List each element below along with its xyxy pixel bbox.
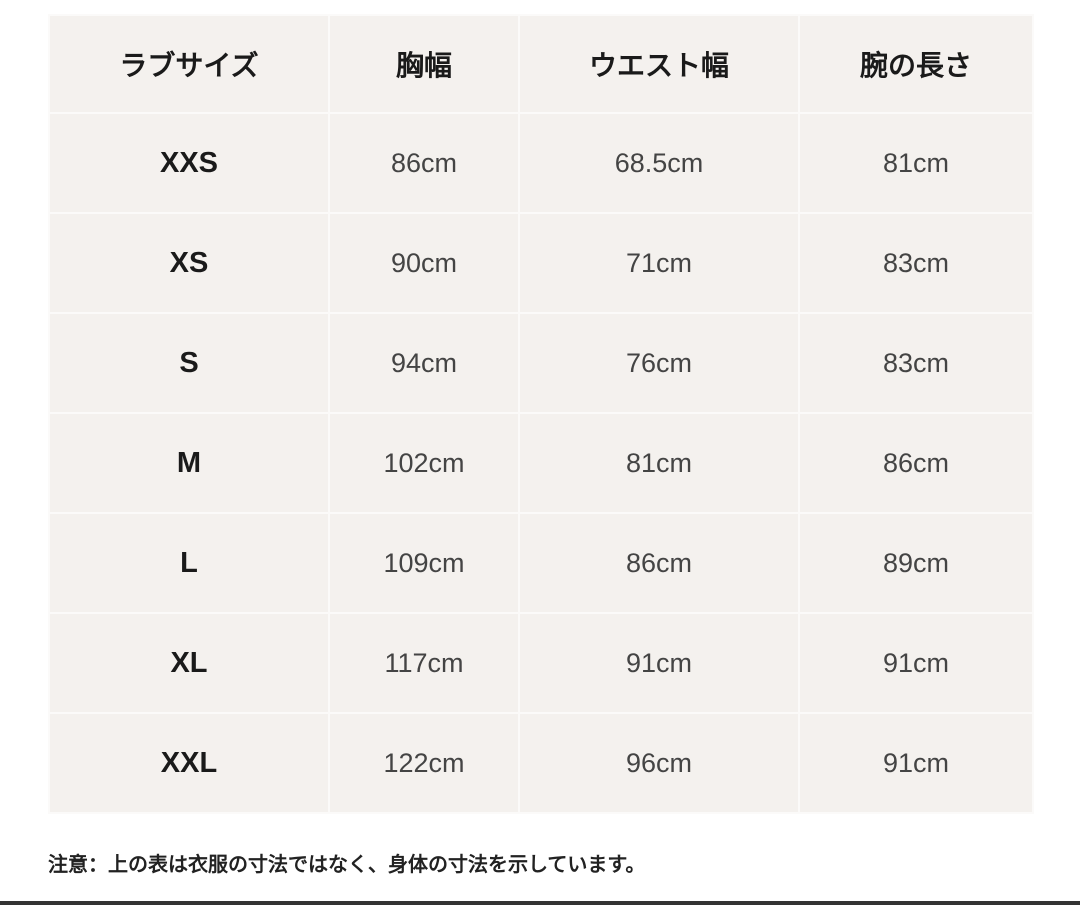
header-arm-length: 腕の長さ (798, 14, 1034, 114)
header-chest: 胸幅 (328, 14, 520, 114)
cell-arm-length: 89cm (798, 512, 1034, 614)
cell-arm-length: 91cm (798, 612, 1034, 714)
cell-size: S (48, 312, 330, 414)
cell-chest: 109cm (328, 512, 520, 614)
cell-waist: 86cm (518, 512, 800, 614)
cell-waist: 96cm (518, 712, 800, 814)
table-row: S 94cm 76cm 83cm (48, 312, 1034, 414)
cell-size: L (48, 512, 330, 614)
cell-waist: 91cm (518, 612, 800, 714)
cell-waist: 71cm (518, 212, 800, 314)
cell-chest: 122cm (328, 712, 520, 814)
note-text: 注意：上の表は衣服の寸法ではなく、身体の寸法を示しています。 (48, 852, 646, 876)
cell-arm-length: 83cm (798, 212, 1034, 314)
cell-arm-length: 81cm (798, 112, 1034, 214)
table-row: XXS 86cm 68.5cm 81cm (48, 112, 1034, 214)
cell-size: M (48, 412, 330, 514)
cell-arm-length: 83cm (798, 312, 1034, 414)
header-waist: ウエスト幅 (518, 14, 800, 114)
table-row: XS 90cm 71cm 83cm (48, 212, 1034, 314)
table-row: M 102cm 81cm 86cm (48, 412, 1034, 514)
size-chart-table: ラブサイズ 胸幅 ウエスト幅 腕の長さ XXS 86cm 68.5cm 81cm XS 9… (48, 14, 1034, 814)
cell-arm-length: 86cm (798, 412, 1034, 514)
cell-size: XXS (48, 112, 330, 214)
cell-chest: 117cm (328, 612, 520, 714)
cell-size: XL (48, 612, 330, 714)
header-size: ラブサイズ (48, 14, 330, 114)
cell-waist: 68.5cm (518, 112, 800, 214)
cell-chest: 94cm (328, 312, 520, 414)
cell-chest: 90cm (328, 212, 520, 314)
cell-arm-length: 91cm (798, 712, 1034, 814)
table-row: XL 117cm 91cm 91cm (48, 612, 1034, 714)
cell-chest: 102cm (328, 412, 520, 514)
table-row: XXL 122cm 96cm 91cm (48, 712, 1034, 814)
table-row: L 109cm 86cm 89cm (48, 512, 1034, 614)
cell-waist: 76cm (518, 312, 800, 414)
cell-chest: 86cm (328, 112, 520, 214)
header-row: ラブサイズ 胸幅 ウエスト幅 腕の長さ (48, 14, 1034, 114)
cell-size: XXL (48, 712, 330, 814)
cell-size: XS (48, 212, 330, 314)
divider (0, 901, 1080, 905)
cell-waist: 81cm (518, 412, 800, 514)
